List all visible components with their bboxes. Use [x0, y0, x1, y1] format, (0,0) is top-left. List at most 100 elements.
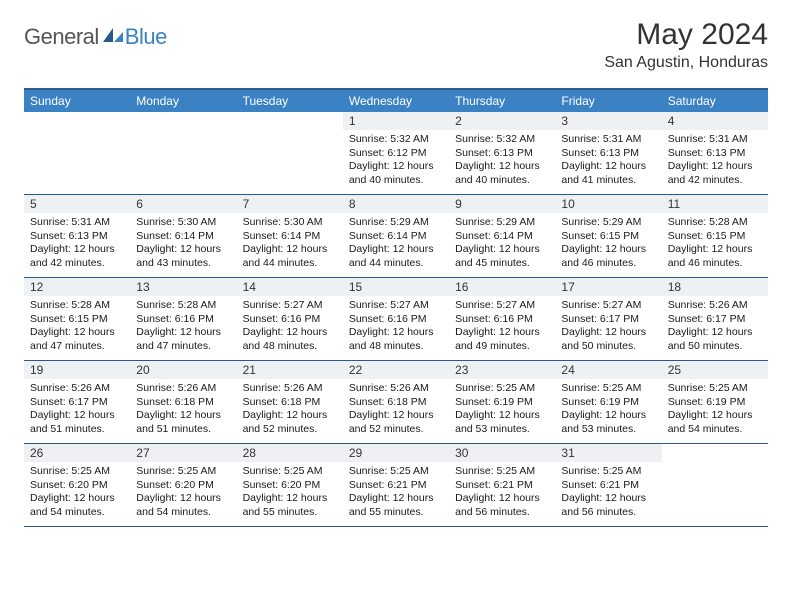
sunrise-line: Sunrise: 5:29 AM [455, 216, 549, 230]
brand-logo: General Blue [24, 18, 167, 50]
day-number: 9 [449, 195, 555, 213]
sunset-line: Sunset: 6:18 PM [136, 396, 230, 410]
day-info: Sunrise: 5:26 AMSunset: 6:18 PMDaylight:… [243, 382, 337, 437]
calendar-day-cell: 18Sunrise: 5:26 AMSunset: 6:17 PMDayligh… [662, 278, 768, 360]
sunset-line: Sunset: 6:13 PM [455, 147, 549, 161]
weekday-header: Saturday [662, 90, 768, 112]
calendar-day-cell: 10Sunrise: 5:29 AMSunset: 6:15 PMDayligh… [555, 195, 661, 277]
sunrise-line: Sunrise: 5:25 AM [136, 465, 230, 479]
sunset-line: Sunset: 6:17 PM [561, 313, 655, 327]
day-info: Sunrise: 5:25 AMSunset: 6:21 PMDaylight:… [455, 465, 549, 520]
daylight-line: Daylight: 12 hours and 54 minutes. [668, 409, 762, 436]
day-number: 17 [555, 278, 661, 296]
daylight-line: Daylight: 12 hours and 56 minutes. [561, 492, 655, 519]
day-number: 15 [343, 278, 449, 296]
calendar-day-cell: 3Sunrise: 5:31 AMSunset: 6:13 PMDaylight… [555, 112, 661, 194]
daylight-line: Daylight: 12 hours and 49 minutes. [455, 326, 549, 353]
day-number: 13 [130, 278, 236, 296]
day-info: Sunrise: 5:25 AMSunset: 6:21 PMDaylight:… [561, 465, 655, 520]
sunrise-line: Sunrise: 5:27 AM [455, 299, 549, 313]
weekday-header: Thursday [449, 90, 555, 112]
day-number: 5 [24, 195, 130, 213]
calendar-day-cell: 1Sunrise: 5:32 AMSunset: 6:12 PMDaylight… [343, 112, 449, 194]
calendar-day-cell: . [237, 112, 343, 194]
sunset-line: Sunset: 6:14 PM [136, 230, 230, 244]
day-info: Sunrise: 5:25 AMSunset: 6:19 PMDaylight:… [561, 382, 655, 437]
day-info: Sunrise: 5:30 AMSunset: 6:14 PMDaylight:… [243, 216, 337, 271]
calendar-day-cell: 30 Sunrise: 5:25 AMSunset: 6:21 PMDayligh… [449, 444, 555, 526]
sunset-line: Sunset: 6:12 PM [349, 147, 443, 161]
day-number: 24 [555, 361, 661, 379]
calendar-day-cell: 23 Sunrise: 5:25 AMSunset: 6:19 PMDayligh… [449, 361, 555, 443]
day-info: Sunrise: 5:29 AMSunset: 6:14 PMDaylight:… [455, 216, 549, 271]
day-number: 8 [343, 195, 449, 213]
calendar-day-cell: 6Sunrise: 5:30 AMSunset: 6:14 PMDaylight… [130, 195, 236, 277]
calendar-day-cell: 11Sunrise: 5:28 AMSunset: 6:15 PMDayligh… [662, 195, 768, 277]
sunrise-line: Sunrise: 5:25 AM [30, 465, 124, 479]
daylight-line: Daylight: 12 hours and 52 minutes. [349, 409, 443, 436]
day-number: 23 [449, 361, 555, 379]
sunset-line: Sunset: 6:20 PM [30, 479, 124, 493]
daylight-line: Daylight: 12 hours and 55 minutes. [243, 492, 337, 519]
day-info: Sunrise: 5:26 AMSunset: 6:18 PMDaylight:… [349, 382, 443, 437]
sunset-line: Sunset: 6:13 PM [561, 147, 655, 161]
sunset-line: Sunset: 6:18 PM [243, 396, 337, 410]
calendar-day-cell: 22 Sunrise: 5:26 AMSunset: 6:18 PMDayligh… [343, 361, 449, 443]
daylight-line: Daylight: 12 hours and 43 minutes. [136, 243, 230, 270]
day-number: 27 [130, 444, 236, 462]
sunrise-line: Sunrise: 5:27 AM [561, 299, 655, 313]
daylight-line: Daylight: 12 hours and 56 minutes. [455, 492, 549, 519]
day-number: 14 [237, 278, 343, 296]
day-info: Sunrise: 5:25 AMSunset: 6:19 PMDaylight:… [455, 382, 549, 437]
sunset-line: Sunset: 6:15 PM [668, 230, 762, 244]
daylight-line: Daylight: 12 hours and 48 minutes. [349, 326, 443, 353]
day-info: Sunrise: 5:25 AMSunset: 6:20 PMDaylight:… [243, 465, 337, 520]
title-block: May 2024 San Agustin, Honduras [604, 18, 768, 72]
daylight-line: Daylight: 12 hours and 51 minutes. [30, 409, 124, 436]
daylight-line: Daylight: 12 hours and 53 minutes. [561, 409, 655, 436]
calendar-day-cell: 26Sunrise: 5:25 AMSunset: 6:20 PMDayligh… [24, 444, 130, 526]
day-number: 22 [343, 361, 449, 379]
sunset-line: Sunset: 6:19 PM [668, 396, 762, 410]
day-info: Sunrise: 5:31 AMSunset: 6:13 PMDaylight:… [668, 133, 762, 188]
sunrise-line: Sunrise: 5:26 AM [349, 382, 443, 396]
calendar-day-cell: 27Sunrise: 5:25 AMSunset: 6:20 PMDayligh… [130, 444, 236, 526]
day-info: Sunrise: 5:27 AMSunset: 6:16 PMDaylight:… [349, 299, 443, 354]
sunrise-line: Sunrise: 5:28 AM [668, 216, 762, 230]
calendar-day-cell: 29Sunrise: 5:25 AMSunset: 6:21 PMDayligh… [343, 444, 449, 526]
day-info: Sunrise: 5:27 AMSunset: 6:16 PMDaylight:… [243, 299, 337, 354]
daylight-line: Daylight: 12 hours and 54 minutes. [30, 492, 124, 519]
day-info: Sunrise: 5:28 AMSunset: 6:16 PMDaylight:… [136, 299, 230, 354]
month-title: May 2024 [604, 18, 768, 52]
daylight-line: Daylight: 12 hours and 45 minutes. [455, 243, 549, 270]
day-info: Sunrise: 5:26 AMSunset: 6:17 PMDaylight:… [30, 382, 124, 437]
sunset-line: Sunset: 6:17 PM [30, 396, 124, 410]
day-info: Sunrise: 5:31 AMSunset: 6:13 PMDaylight:… [561, 133, 655, 188]
day-number: 30 [449, 444, 555, 462]
calendar-day-cell: 4 Sunrise: 5:31 AMSunset: 6:13 PMDaylight… [662, 112, 768, 194]
sunrise-line: Sunrise: 5:26 AM [136, 382, 230, 396]
calendar-day-cell: 20Sunrise: 5:26 AMSunset: 6:18 PMDayligh… [130, 361, 236, 443]
sunrise-line: Sunrise: 5:32 AM [349, 133, 443, 147]
sunset-line: Sunset: 6:21 PM [349, 479, 443, 493]
sunset-line: Sunset: 6:16 PM [136, 313, 230, 327]
calendar-day-cell: 31Sunrise: 5:25 AMSunset: 6:21 PMDayligh… [555, 444, 661, 526]
sunrise-line: Sunrise: 5:27 AM [243, 299, 337, 313]
daylight-line: Daylight: 12 hours and 40 minutes. [349, 160, 443, 187]
calendar-week: ...1Sunrise: 5:32 AMSunset: 6:12 PMDayli… [24, 112, 768, 195]
calendar-day-cell: 5Sunrise: 5:31 AMSunset: 6:13 PMDaylight… [24, 195, 130, 277]
day-number: 29 [343, 444, 449, 462]
day-number: 25 [662, 361, 768, 379]
day-number: 4 [662, 112, 768, 130]
sunrise-line: Sunrise: 5:32 AM [455, 133, 549, 147]
sunset-line: Sunset: 6:19 PM [561, 396, 655, 410]
sunrise-line: Sunrise: 5:30 AM [243, 216, 337, 230]
calendar-day-cell: 24 Sunrise: 5:25 AMSunset: 6:19 PMDayligh… [555, 361, 661, 443]
day-info: Sunrise: 5:29 AMSunset: 6:15 PMDaylight:… [561, 216, 655, 271]
day-info: Sunrise: 5:27 AMSunset: 6:16 PMDaylight:… [455, 299, 549, 354]
daylight-line: Daylight: 12 hours and 46 minutes. [668, 243, 762, 270]
sunset-line: Sunset: 6:14 PM [455, 230, 549, 244]
sunrise-line: Sunrise: 5:25 AM [561, 465, 655, 479]
day-number: 2 [449, 112, 555, 130]
daylight-line: Daylight: 12 hours and 51 minutes. [136, 409, 230, 436]
